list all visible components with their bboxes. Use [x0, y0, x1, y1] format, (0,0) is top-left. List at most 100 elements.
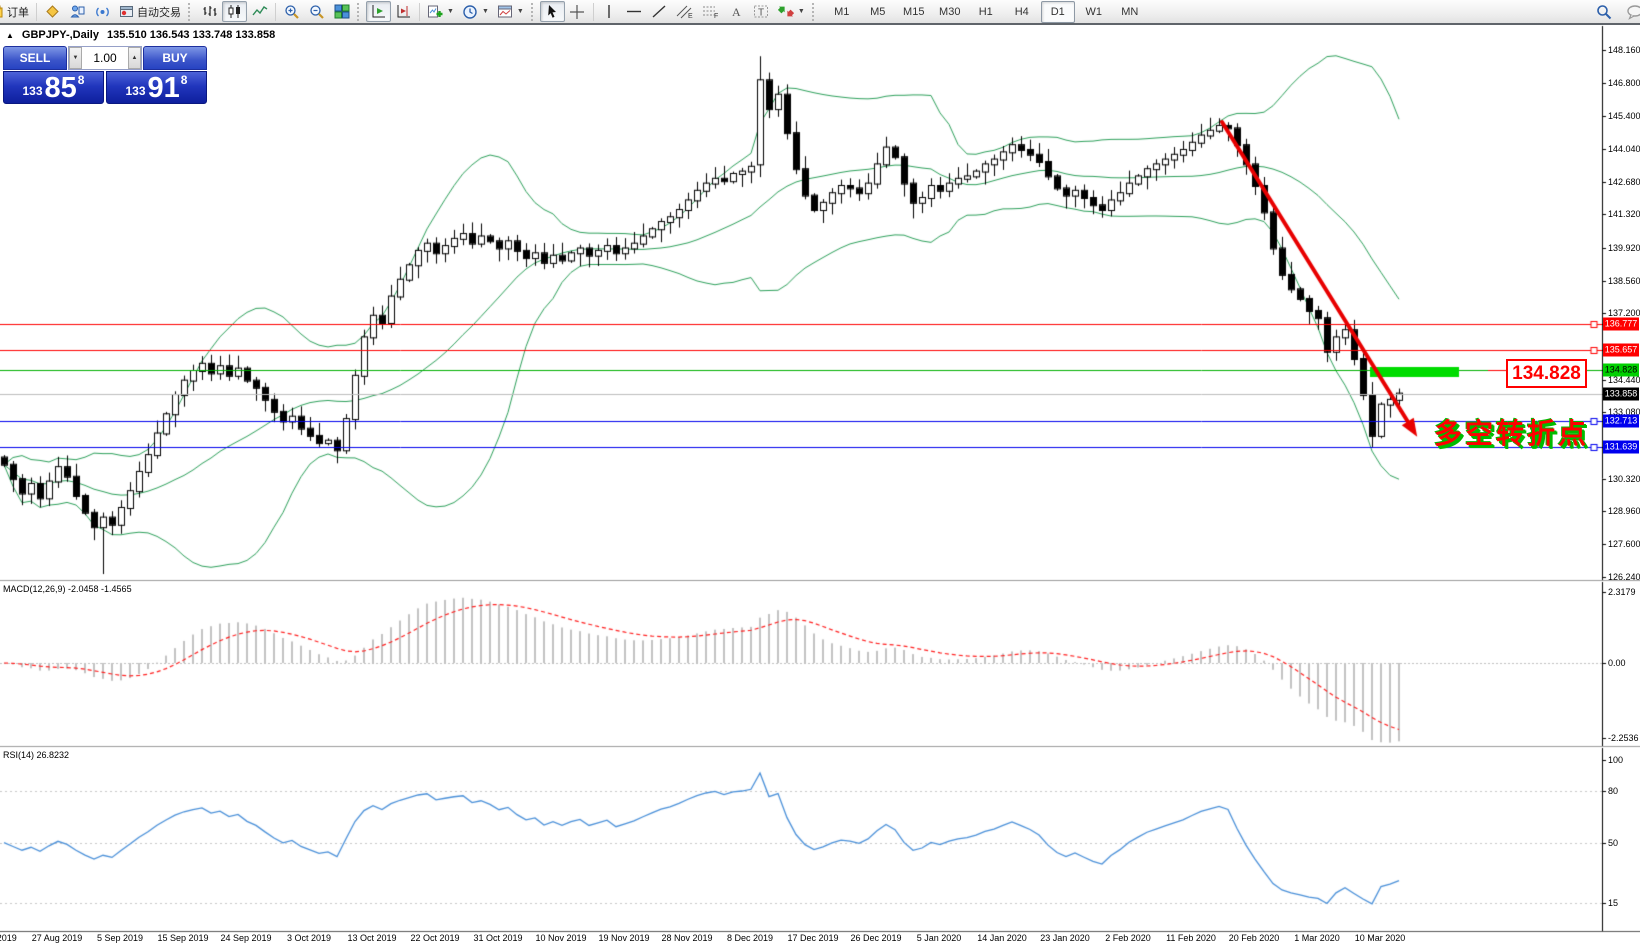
toolbar-right-group	[1591, 1, 1640, 22]
price-tick-label: 146.800	[1608, 77, 1640, 88]
person-chart-icon	[70, 5, 85, 18]
date-label: 8 Dec 2019	[726, 933, 774, 943]
price-tag-133.858: 133.858	[1603, 387, 1639, 401]
sell-button[interactable]: SELL	[3, 46, 67, 70]
toolbar-grip	[530, 2, 535, 21]
new-chart-button[interactable]: ▼	[423, 1, 458, 22]
line-chart-button[interactable]	[247, 1, 272, 22]
crosshair-button[interactable]	[565, 1, 590, 22]
trendline-tool[interactable]	[647, 1, 672, 22]
text-icon: A	[732, 5, 741, 19]
timeframe-mn[interactable]: MN	[1121, 5, 1139, 18]
separator	[275, 2, 276, 21]
zoom-in-icon	[284, 4, 299, 19]
timeframe-h4[interactable]: H4	[1014, 5, 1029, 18]
timeframe-w1[interactable]: W1	[1085, 5, 1103, 18]
new-order-button[interactable]: 订单	[0, 1, 33, 22]
bar-chart-icon	[203, 6, 216, 16]
date-label: 20 Feb 2020	[1228, 933, 1280, 943]
svg-text:F: F	[714, 13, 718, 19]
date-label: 3 Oct 2019	[286, 933, 332, 943]
zoom-out-button[interactable]	[304, 1, 329, 22]
signals-button[interactable]	[90, 1, 115, 22]
timeframe-d1[interactable]: D1	[1040, 0, 1075, 23]
separator	[419, 2, 420, 21]
autotrading-label: 自动交易	[137, 6, 181, 19]
template-icon	[497, 5, 512, 18]
date-label: 13 Oct 2019	[347, 933, 397, 943]
new-chart-icon	[428, 5, 443, 18]
text-tool[interactable]: A	[724, 1, 749, 22]
dropdown-arrow-icon: ▼	[481, 8, 489, 15]
zoom-in-button[interactable]	[279, 1, 304, 22]
svg-text:T: T	[758, 8, 764, 19]
periods-button[interactable]: ▼	[458, 1, 493, 22]
date-label: 22 Oct 2019	[410, 933, 460, 943]
price-tick-label: 126.240	[1608, 571, 1640, 582]
channel-icon: E	[676, 5, 693, 19]
timeframe-h1[interactable]: H1	[978, 5, 993, 18]
date-label: 11 Feb 2020	[1166, 933, 1216, 943]
pivot-annotation-text: 多空转折点	[1434, 418, 1590, 449]
tile-windows-button[interactable]	[329, 1, 354, 22]
volume-increase-button[interactable]: ▲	[128, 47, 141, 69]
date-label: 1 Mar 2020	[1294, 933, 1340, 943]
price-tick-label: 144.040	[1608, 144, 1640, 154]
vertical-line-tool[interactable]	[597, 1, 622, 22]
svg-text:A: A	[732, 5, 741, 19]
volume-decrease-button[interactable]: ▼	[69, 47, 82, 69]
arrows-tool[interactable]: ▼	[774, 1, 809, 22]
price-tick-label: 148.160	[1608, 45, 1640, 55]
ohlc-values: 135.510 136.543 133.748 133.858	[106, 29, 276, 41]
volume-value[interactable]: 1.00	[93, 51, 117, 65]
candlestick-chart-icon	[228, 5, 240, 18]
templates-button[interactable]: ▼	[493, 1, 528, 22]
price-tick-label: 133.080	[1608, 407, 1640, 418]
date-label: 19 Nov 2019	[598, 933, 650, 943]
market-watch-button[interactable]	[65, 1, 90, 22]
timeframe-m15[interactable]: M15	[903, 5, 925, 18]
toolbar-grip	[811, 2, 816, 21]
date-label: 23 Jan 2020	[1040, 933, 1090, 943]
line-chart-icon	[251, 6, 267, 16]
sell-price-int: 133	[22, 84, 43, 98]
date-label: 15 Sep 2019	[157, 933, 209, 943]
dropdown-arrow-icon: ▼	[516, 8, 524, 15]
crosshair-icon	[570, 4, 585, 19]
buy-price-int: 133	[125, 84, 146, 98]
autotrading-button[interactable]: 自动交易	[115, 1, 185, 22]
timeframe-group: M1 M5 M15 M30 H1 H4 D1 W1 MN	[825, 0, 1147, 23]
clock-icon	[463, 4, 477, 19]
timeframe-m5[interactable]: M5	[870, 5, 886, 18]
channel-tool[interactable]: E	[672, 1, 698, 22]
autotrading-icon	[120, 6, 133, 17]
buy-price-display[interactable]: 133 91 8	[106, 71, 207, 104]
new-order-label: 订单	[7, 6, 29, 19]
buy-button[interactable]: BUY	[143, 46, 207, 70]
dropdown-arrow-icon: ▼	[797, 8, 805, 15]
alerts-button[interactable]	[40, 1, 65, 22]
rsi-axis-label: 100	[1608, 755, 1624, 765]
chat-button[interactable]	[1622, 1, 1640, 22]
price-tick-label: 137.200	[1608, 308, 1640, 319]
date-label: 31 Oct 2019	[473, 933, 523, 943]
text-label-icon: T	[754, 5, 769, 19]
fibonacci-tool[interactable]: F	[698, 1, 724, 22]
price-tick-label: 145.400	[1608, 111, 1640, 122]
macd-axis-label: 2.3179	[1608, 587, 1636, 597]
text-label-tool[interactable]: T	[749, 1, 774, 22]
cursor-button[interactable]	[539, 1, 565, 22]
auto-scroll-button[interactable]	[366, 1, 391, 22]
candlestick-chart-button[interactable]	[222, 1, 247, 22]
sell-price-display[interactable]: 133 85 8	[3, 71, 104, 104]
bar-chart-button[interactable]	[197, 1, 222, 22]
volume-spinner[interactable]: ▼ 1.00 ▲	[68, 46, 142, 70]
horizontal-line-tool[interactable]	[622, 1, 647, 22]
dropdown-arrow-icon: ▼	[447, 8, 454, 15]
timeframe-m30[interactable]: M30	[939, 5, 961, 18]
search-button[interactable]	[1591, 1, 1616, 22]
timeframe-m1[interactable]: M1	[834, 5, 850, 18]
chart-shift-button[interactable]	[391, 1, 416, 22]
chart-window-icon: ▲	[6, 30, 14, 40]
